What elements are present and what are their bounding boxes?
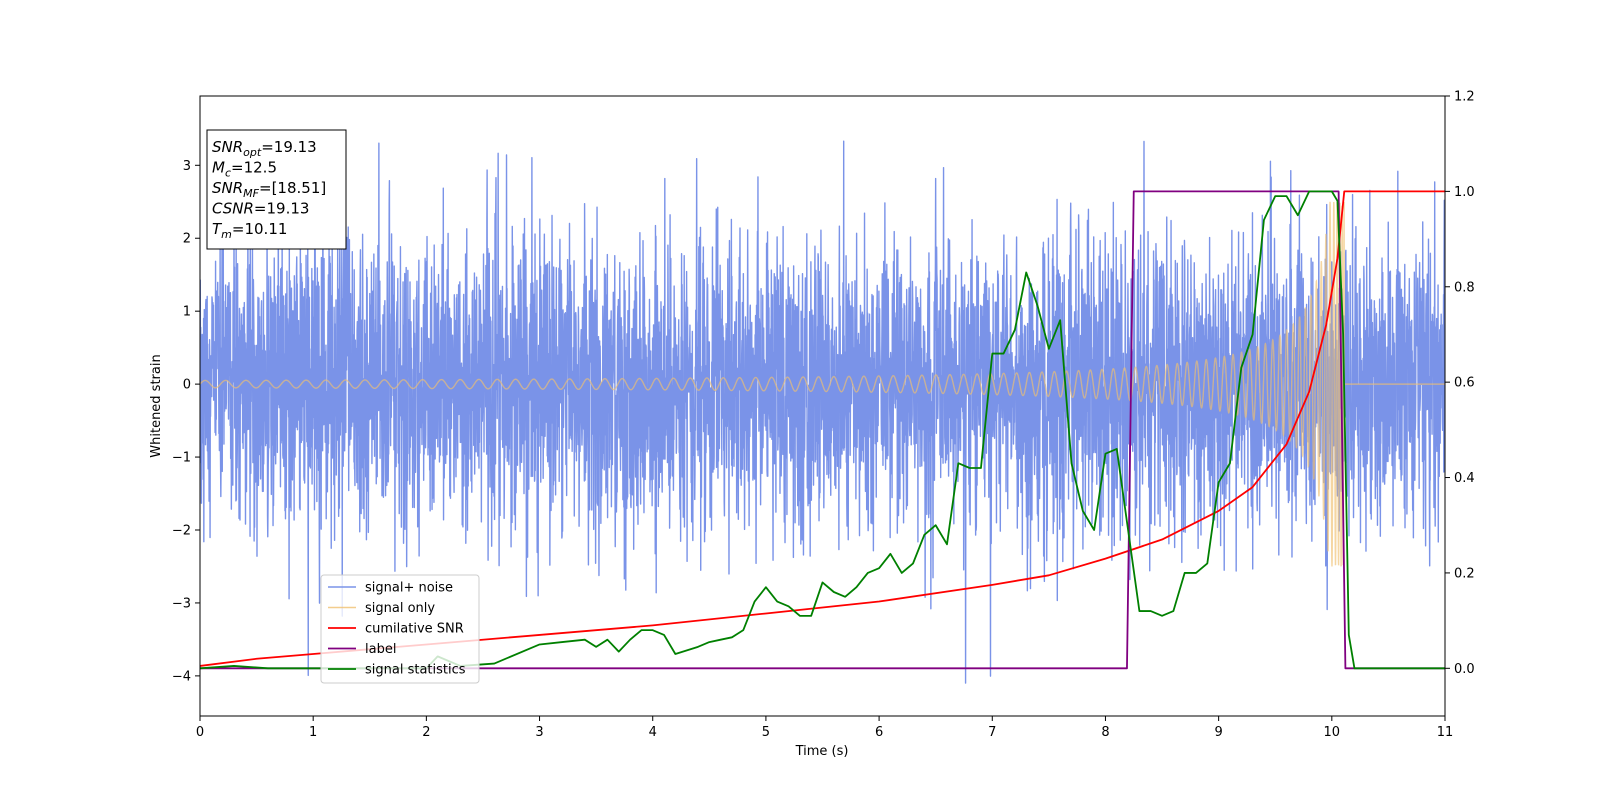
legend-label-label: label: [365, 642, 396, 657]
info-box-frame: [206, 129, 347, 250]
y2-tick-label: 0.8: [1454, 280, 1475, 295]
y2-tick-label: 1.0: [1454, 185, 1475, 200]
x-tick-label: 8: [1101, 725, 1109, 740]
y-tick-label: 2: [183, 232, 191, 247]
series-line-signal-only: [200, 201, 1445, 567]
info-box-line: CSNR=19.13: [212, 200, 309, 218]
x-tick-label: 1: [309, 725, 317, 740]
info-box-line: SNRMF=[18.51]: [212, 179, 326, 200]
legend-label-signal-statistics: signal statistics: [365, 663, 466, 678]
y2-tick-label: 0.0: [1454, 662, 1475, 677]
y2-tick-label: 0.4: [1454, 471, 1475, 486]
y2-tick-label: 0.6: [1454, 376, 1475, 391]
y-axis-right: 1.2 1.0 0.8 0.6 0.4 0.2 0.0: [1445, 90, 1475, 677]
y-tick-label: −4: [172, 669, 191, 684]
x-axis-title: Time (s): [795, 744, 849, 759]
legend: signal+ noise signal only cumilative SNR la…: [320, 574, 480, 684]
x-tick-label: 4: [649, 725, 657, 740]
x-tick-label: 3: [535, 725, 543, 740]
y2-tick-label: 0.2: [1454, 566, 1475, 581]
y-tick-label: 1: [183, 305, 191, 320]
info-box-line: Mc=12.5: [212, 159, 277, 180]
y-tick-label: −1: [172, 451, 191, 466]
x-axis: 0 1 2 3 4 5 6 7 8 9 10 11: [196, 716, 1453, 740]
y-axis-title: Whitened strain: [149, 354, 164, 457]
plot-frame: [199, 95, 1446, 717]
y2-tick-label: 1.2: [1454, 90, 1475, 105]
y-axis-left: 3 2 1 0 −1 −2 −3 −4: [172, 159, 200, 684]
x-tick-label: 9: [1214, 725, 1222, 740]
info-box-line: SNRopt=19.13: [212, 138, 317, 159]
series-line-signal-statistics: [200, 190, 1445, 670]
x-tick-label: 11: [1437, 725, 1454, 740]
x-tick-label: 5: [762, 725, 770, 740]
legend-frame: [320, 574, 480, 684]
y-tick-label: −2: [172, 524, 191, 539]
legend-label-cumilative-snr: cumilative SNR: [365, 622, 464, 637]
x-tick-label: 2: [422, 725, 430, 740]
x-tick-label: 0: [196, 725, 204, 740]
x-tick-label: 7: [988, 725, 996, 740]
series-line-signal-noise: [200, 140, 1445, 684]
y-tick-label: 3: [183, 159, 191, 174]
info-box-line: Tm=10.11: [212, 220, 287, 241]
x-tick-label: 10: [1324, 725, 1341, 740]
legend-label-signal-noise: signal+ noise: [365, 581, 453, 596]
x-tick-label: 6: [875, 725, 883, 740]
info-box: SNRopt=19.13Mc=12.5SNRMF=[18.51]CSNR=19.…: [206, 129, 347, 250]
y-tick-label: −3: [172, 596, 191, 611]
legend-label-signal-only: signal only: [365, 601, 435, 616]
y-tick-label: 0: [183, 378, 191, 393]
